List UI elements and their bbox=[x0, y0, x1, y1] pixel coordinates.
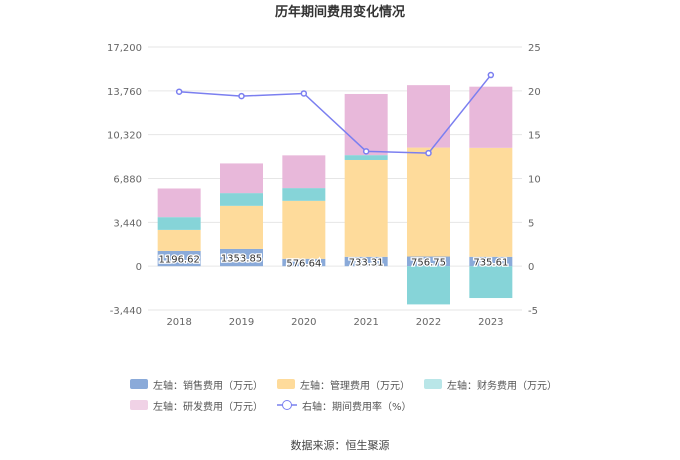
bar-segment bbox=[282, 200, 326, 259]
bar-segment bbox=[157, 188, 201, 218]
legend: 左轴：销售费用（万元） 左轴：管理费用（万元） 左轴：财务费用（万元） 左轴：研… bbox=[130, 378, 560, 413]
data-label-sales: 756.75 bbox=[411, 257, 446, 268]
bar-segment bbox=[282, 155, 326, 189]
right-axis-tick-label: 25 bbox=[528, 43, 541, 54]
bar-segment bbox=[344, 93, 388, 156]
data-label-sales: 735.61 bbox=[473, 257, 508, 268]
left-axis-tick-label: 10,320 bbox=[107, 131, 142, 142]
bar-segment bbox=[407, 256, 450, 267]
chart-title: 历年期间费用变化情况 bbox=[275, 4, 405, 20]
right-axis-tick-label: 20 bbox=[528, 87, 541, 98]
legend-item-admin[interactable]: 左轴：管理费用（万元） bbox=[277, 378, 410, 392]
bar-segment bbox=[157, 217, 201, 230]
legend-item-rnd[interactable]: 左轴：研发费用（万元） bbox=[130, 399, 263, 413]
data-label-sales: 733.31 bbox=[349, 257, 384, 268]
x-axis-tick-label: 2021 bbox=[353, 317, 378, 328]
bar-segment bbox=[344, 159, 388, 257]
bar-segment bbox=[407, 266, 450, 305]
bar-segment bbox=[407, 85, 450, 148]
legend-label-ratio: 右轴：期间费用率（%） bbox=[302, 401, 412, 413]
legend-item-sales[interactable]: 左轴：销售费用（万元） bbox=[130, 378, 263, 392]
legend-swatch-finance bbox=[424, 379, 442, 389]
left-axis-tick-label: -3,440 bbox=[110, 306, 142, 317]
data-label-sales: 1196.62 bbox=[158, 255, 199, 266]
bar-segment bbox=[344, 256, 388, 267]
right-axis-tick-label: 0 bbox=[528, 262, 534, 273]
bar-segment bbox=[157, 250, 201, 267]
data-label-sales: 1353.85 bbox=[221, 254, 262, 265]
left-axis-tick-label: 6,880 bbox=[113, 175, 142, 186]
legend-swatch-rnd bbox=[130, 400, 148, 410]
data-labels: 1196.62 1353.85 576.64 733.31 756.75 735.61 bbox=[157, 252, 509, 270]
bar-segment bbox=[220, 248, 263, 267]
bar-segment bbox=[157, 229, 201, 251]
legend-swatch-admin bbox=[277, 379, 295, 389]
ratio-point bbox=[300, 90, 308, 97]
x-axis-tick-labels: 2018 2019 2020 2021 2022 2023 bbox=[166, 317, 503, 328]
left-axis-tick-label: 3,440 bbox=[113, 218, 142, 229]
right-axis-tick-label: 5 bbox=[528, 218, 534, 229]
ratio-point bbox=[362, 148, 370, 155]
ratio-point bbox=[238, 92, 245, 100]
legend-label-sales: 左轴：销售费用（万元） bbox=[153, 380, 263, 392]
bar-segment bbox=[469, 147, 513, 257]
legend-label-admin: 左轴：管理费用（万元） bbox=[300, 380, 410, 392]
left-axis-tick-label: 13,760 bbox=[107, 87, 142, 98]
right-axis-tick-labels: -5 0 5 10 15 20 25 bbox=[528, 43, 541, 317]
legend-item-ratio[interactable]: 右轴：期间费用率（%） bbox=[277, 399, 412, 413]
legend-line-icon bbox=[277, 400, 297, 410]
legend-label-finance: 左轴：财务费用（万元） bbox=[447, 380, 557, 392]
bar-segment bbox=[344, 155, 388, 160]
bar-segment bbox=[469, 86, 513, 148]
data-source: 数据来源：恒生聚源 bbox=[290, 439, 390, 452]
bar-segment bbox=[469, 256, 513, 267]
x-axis-tick-label: 2023 bbox=[478, 317, 503, 328]
line-series bbox=[175, 71, 495, 157]
bar-segment bbox=[220, 205, 263, 249]
right-axis-tick-label: 10 bbox=[528, 175, 541, 186]
ratio-point bbox=[425, 149, 432, 157]
legend-label-rnd: 左轴：研发费用（万元） bbox=[153, 401, 263, 413]
x-axis-tick-label: 2018 bbox=[166, 317, 191, 328]
x-axis-tick-label: 2019 bbox=[229, 317, 254, 328]
data-label-sales: 576.64 bbox=[286, 258, 321, 269]
bar-segment bbox=[220, 193, 263, 206]
left-axis-tick-label: 0 bbox=[136, 262, 142, 273]
bar-segment bbox=[220, 163, 263, 194]
grid-lines bbox=[148, 46, 522, 311]
ratio-point bbox=[487, 71, 495, 79]
left-axis-tick-labels: -3,440 0 3,440 6,880 10,320 13,760 17,200 bbox=[107, 43, 142, 317]
legend-item-finance[interactable]: 左轴：财务费用（万元） bbox=[424, 378, 557, 392]
ratio-point bbox=[175, 88, 183, 95]
x-axis-tick-label: 2022 bbox=[416, 317, 441, 328]
left-axis-tick-label: 17,200 bbox=[107, 43, 142, 54]
bar-segment bbox=[407, 147, 450, 257]
legend-swatch-sales bbox=[130, 379, 148, 389]
bar-segment bbox=[469, 266, 513, 299]
bar-series bbox=[157, 85, 513, 305]
x-axis-tick-label: 2020 bbox=[291, 317, 316, 328]
ratio-line bbox=[179, 74, 492, 154]
right-axis-tick-label: 15 bbox=[528, 131, 541, 142]
bar-segment bbox=[282, 188, 326, 201]
right-axis-tick-label: -5 bbox=[528, 306, 538, 317]
bar-segment bbox=[282, 258, 326, 267]
